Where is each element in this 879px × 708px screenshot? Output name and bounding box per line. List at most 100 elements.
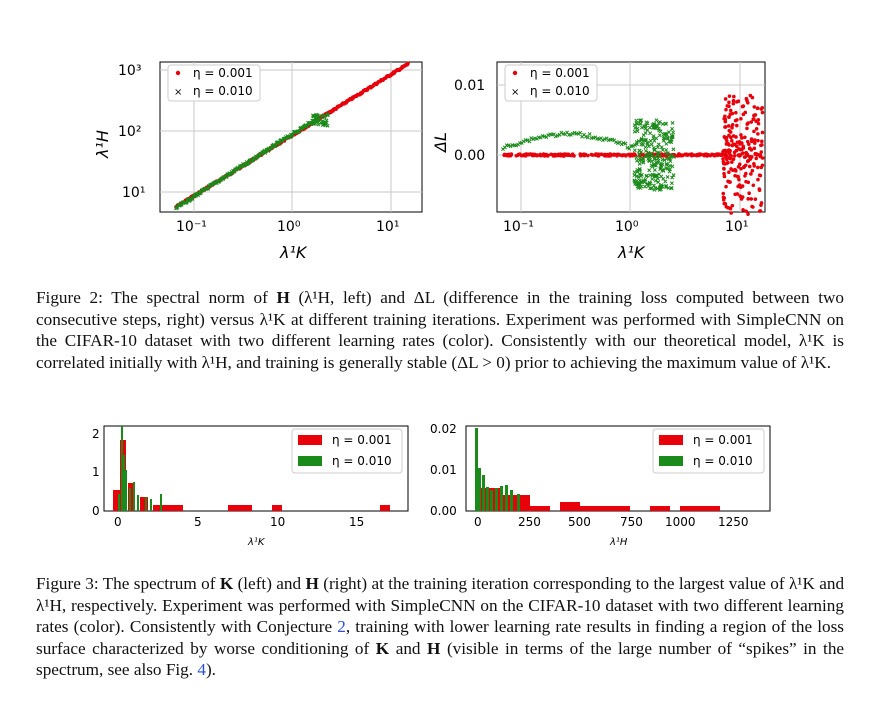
- figure3-caption-K: K: [219, 574, 234, 593]
- hist-bar-green: [482, 475, 485, 511]
- green-point: [671, 173, 676, 178]
- red-point: [519, 153, 524, 158]
- hist-bar-green: [505, 485, 508, 511]
- green-point: [632, 178, 637, 183]
- hist-bar-red: [680, 506, 720, 511]
- red-point: [716, 153, 720, 158]
- green-point: [645, 181, 650, 186]
- figure3-caption-text: , training with lower learning rate resu…: [36, 617, 844, 658]
- red-point: [760, 139, 764, 144]
- fig3-left-ytick: 1: [92, 465, 100, 479]
- fig3-left-legend-1: η = 0.001: [332, 433, 392, 447]
- green-point: [634, 158, 639, 163]
- green-point: [664, 141, 669, 146]
- red-point: [744, 151, 749, 156]
- green-point: [635, 169, 640, 174]
- red-point: [509, 152, 514, 156]
- red-point: [759, 150, 764, 154]
- red-point: [727, 100, 731, 105]
- figure2-caption-part1: The spectral norm of: [111, 288, 268, 307]
- green-point: [638, 186, 643, 190]
- red-point: [724, 204, 729, 209]
- hist-bar-red: [272, 505, 282, 511]
- green-point: [657, 119, 662, 124]
- green-point: [635, 126, 640, 131]
- red-point: [722, 174, 727, 179]
- green-point: [199, 190, 203, 195]
- green-point: [644, 174, 649, 179]
- fig3-right-xtick: 750: [620, 515, 643, 529]
- fig3-right-xtick: 0: [474, 515, 482, 529]
- green-point: [648, 131, 653, 136]
- red-point: [731, 157, 736, 161]
- green-point: [656, 180, 661, 185]
- fig3-left-xtick: 0: [114, 515, 122, 529]
- green-point: [666, 166, 670, 171]
- green-point: [655, 160, 660, 165]
- red-point: [572, 154, 576, 158]
- red-point: [530, 152, 535, 157]
- green-point: [643, 153, 648, 158]
- green-point: [639, 136, 644, 141]
- fig3-right-ytick: 0.02: [430, 422, 457, 436]
- figure3-caption-text: (left) and: [237, 574, 302, 593]
- red-point: [759, 143, 763, 148]
- green-point: [646, 144, 651, 149]
- red-point: [737, 147, 741, 151]
- fig2-left-xtick: 10¹: [376, 219, 399, 235]
- green-point: [638, 121, 642, 126]
- red-point: [594, 152, 598, 156]
- fig2-left-ytick: 10¹: [122, 185, 145, 201]
- green-point: [659, 145, 664, 150]
- red-point: [727, 151, 732, 155]
- fig3-left-ytick: 0: [92, 504, 100, 518]
- red-point: [618, 153, 622, 157]
- green-point: [664, 151, 669, 156]
- green-point: [638, 180, 643, 185]
- green-point: [671, 147, 676, 152]
- red-point: [740, 136, 744, 140]
- red-point: [737, 177, 741, 182]
- red-point: [739, 166, 743, 171]
- green-point: [635, 178, 640, 183]
- red-point: [735, 100, 739, 104]
- figure3-caption-H: H: [305, 574, 319, 593]
- green-point: [655, 145, 660, 150]
- fig2-right-ylabel: ΔL: [431, 132, 450, 154]
- red-point: [729, 135, 733, 140]
- green-point: [623, 141, 628, 146]
- red-point: [733, 167, 737, 172]
- green-point: [650, 176, 655, 181]
- green-point: [665, 135, 670, 140]
- green-point: [316, 122, 321, 127]
- red-point: [730, 143, 735, 148]
- red-point: [721, 191, 726, 196]
- green-point: [661, 168, 666, 173]
- hist-bar-red: [500, 495, 530, 511]
- green-point: [506, 143, 511, 148]
- red-point: [725, 157, 729, 162]
- red-point: [746, 121, 750, 125]
- red-point: [730, 122, 735, 127]
- red-point: [753, 152, 758, 157]
- red-point: [759, 201, 764, 205]
- green-point: [578, 130, 583, 135]
- conjecture-link[interactable]: 2: [337, 617, 346, 636]
- green-point: [637, 161, 642, 166]
- green-point: [657, 128, 662, 133]
- green-point: [625, 145, 630, 150]
- green-point: [669, 153, 674, 158]
- green-point: [654, 118, 659, 123]
- red-point: [731, 101, 736, 106]
- hist-bar-green: [160, 494, 162, 511]
- green-point: [632, 129, 637, 134]
- green-point: [322, 113, 327, 118]
- green-point: [655, 173, 660, 178]
- figure-link[interactable]: 4: [197, 660, 206, 679]
- green-point: [663, 131, 667, 136]
- red-point: [754, 126, 759, 131]
- red-point: [723, 153, 727, 157]
- green-point: [670, 175, 675, 180]
- fig2-left-axes-frame: [159, 61, 423, 213]
- fig3-right-plot: η = 0.001 η = 0.010 0.00 0.01 0.02 0 250…: [430, 422, 771, 548]
